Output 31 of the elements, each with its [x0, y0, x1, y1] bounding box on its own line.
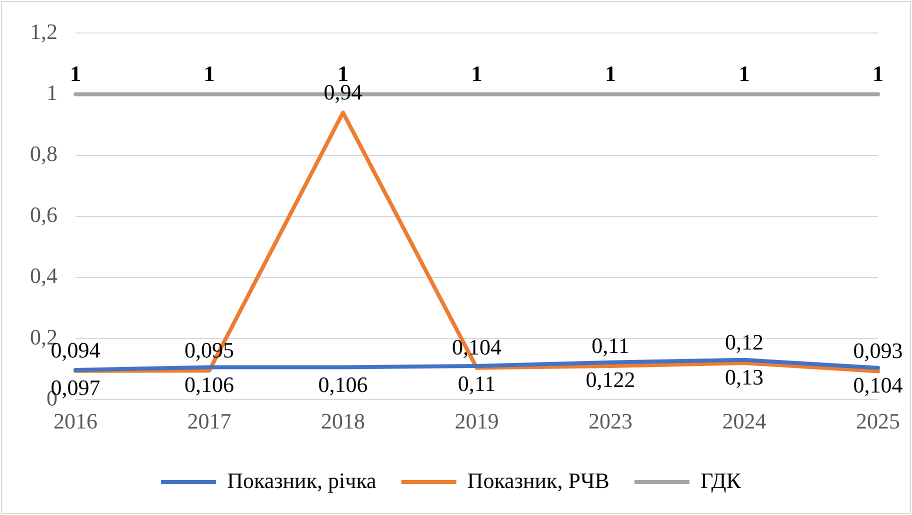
- data-label: 0,093: [853, 338, 903, 363]
- x-tick-label: 2016: [54, 408, 98, 434]
- y-tick-label: 0,4: [30, 263, 58, 288]
- x-tick-label: 2018: [321, 408, 365, 434]
- data-label: 0,106: [318, 372, 368, 398]
- y-tick-label: 1,2: [30, 18, 58, 44]
- data-label: 0,12: [725, 330, 764, 355]
- data-label: 1: [872, 60, 884, 86]
- x-tick-label: 2023: [588, 408, 632, 434]
- legend-label: Показник, річка: [227, 468, 377, 493]
- x-tick-label: 2025: [856, 408, 900, 434]
- data-label: 1: [338, 60, 348, 86]
- data-label: 0,11: [592, 332, 630, 358]
- data-label: 0,122: [586, 367, 636, 392]
- data-label: 1: [70, 60, 81, 86]
- data-label: 1: [605, 60, 616, 86]
- data-label: 0,11: [458, 370, 496, 396]
- data-label: 0,104: [853, 372, 903, 398]
- y-tick-label: 1: [46, 80, 58, 106]
- data-label: 1: [738, 60, 750, 86]
- y-tick-label: 0,8: [30, 141, 58, 166]
- x-tick-label: 2024: [722, 408, 766, 434]
- data-label: 0,106: [184, 372, 234, 398]
- y-tick-label: 0,6: [30, 202, 58, 228]
- x-tick-label: 2019: [454, 408, 499, 434]
- legend-label: ГДК: [700, 468, 742, 493]
- x-tick-label: 2017: [187, 408, 232, 434]
- data-label: 1: [471, 60, 482, 86]
- data-label: 1: [204, 60, 215, 86]
- legend-label: Показник, РЧВ: [467, 468, 610, 493]
- data-label: 0,13: [725, 364, 764, 390]
